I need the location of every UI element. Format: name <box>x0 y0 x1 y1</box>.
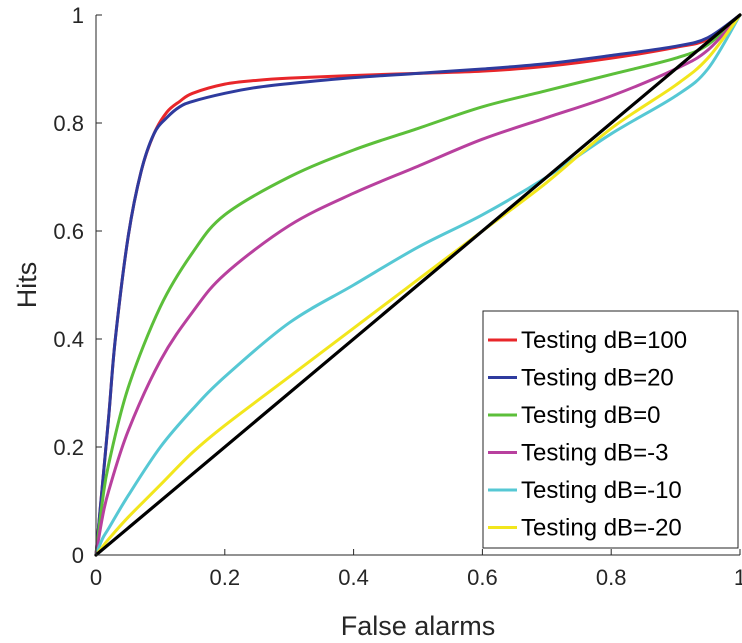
legend-label: Testing dB=-10 <box>521 477 682 504</box>
legend-label: Testing dB=0 <box>521 402 660 429</box>
y-tick-label: 0.2 <box>53 435 84 460</box>
series-line-testing-db-10 <box>94 13 742 557</box>
x-tick-label: 1 <box>734 565 742 590</box>
x-tick-label: 0.6 <box>467 565 498 590</box>
x-tick-label: 0.2 <box>210 565 241 590</box>
legend-items: Testing dB=100 Testing dB=20 Testing dB=0 T… <box>488 327 687 542</box>
x-axis-label: False alarms <box>341 611 496 641</box>
x-tick-label: 0 <box>90 565 102 590</box>
y-tick-label: 0.4 <box>53 327 84 352</box>
series-line-testing-db-20 <box>94 13 742 557</box>
y-axis-label: Hits <box>12 262 42 309</box>
legend-label: Testing dB=-3 <box>521 440 668 467</box>
y-tick-label: 0 <box>72 543 84 568</box>
y-tick-label: 1 <box>72 3 84 28</box>
y-tick-label: 0.8 <box>53 111 84 136</box>
legend-box <box>482 310 739 549</box>
x-tick-label: 0.8 <box>596 565 627 590</box>
x-tick-label: 0.4 <box>338 565 369 590</box>
series-line-testing-db-0 <box>94 13 742 557</box>
series-line-testing-db-3 <box>94 13 742 557</box>
ticks-layer: 0 0.2 0.4 0.6 0.8 1 0 0.2 0.4 0.6 0.8 1 <box>53 3 742 590</box>
series-layer <box>94 13 742 557</box>
diagonal-reference-line <box>94 13 742 557</box>
y-tick-label: 0.6 <box>53 219 84 244</box>
axes-layer <box>95 15 740 556</box>
legend-label: Testing dB=20 <box>521 365 674 392</box>
legend-label: Testing dB=100 <box>521 327 687 354</box>
legend: Testing dB=100 Testing dB=20 Testing dB=0 T… <box>482 310 739 549</box>
legend-label: Testing dB=-20 <box>521 515 682 542</box>
series-line-testing-db-20 <box>94 13 742 557</box>
